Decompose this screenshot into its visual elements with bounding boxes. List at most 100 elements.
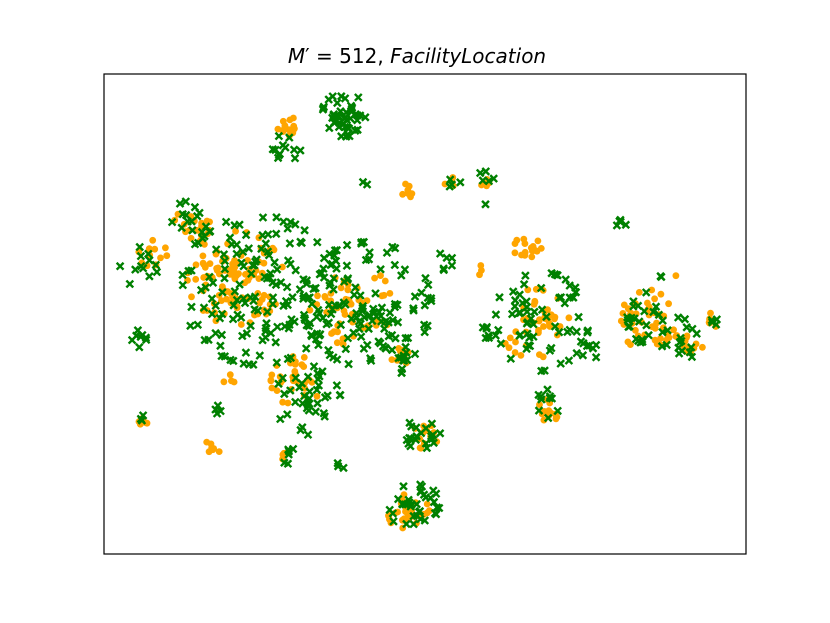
point-circle xyxy=(157,254,164,262)
point-x xyxy=(291,373,300,383)
point-x xyxy=(407,500,416,509)
point-x xyxy=(410,349,420,359)
point-x xyxy=(411,435,421,445)
point-x xyxy=(220,352,230,361)
point-x xyxy=(489,174,498,183)
point-x xyxy=(311,407,320,416)
point-x xyxy=(333,458,342,468)
point-x xyxy=(342,108,351,117)
point-x xyxy=(307,299,317,309)
point-circle xyxy=(270,246,278,254)
point-x xyxy=(319,273,329,282)
point-circle xyxy=(651,295,658,303)
point-x xyxy=(241,348,251,357)
point-x xyxy=(536,283,546,293)
point-x xyxy=(167,217,177,227)
point-x xyxy=(649,307,658,317)
point-circle xyxy=(371,274,378,282)
point-x xyxy=(278,141,288,150)
point-x xyxy=(229,301,238,310)
point-x xyxy=(324,318,334,327)
point-x xyxy=(301,344,311,353)
point-x xyxy=(247,269,256,278)
point-x xyxy=(404,439,413,448)
point-circle xyxy=(518,251,525,259)
point-x xyxy=(201,283,210,292)
point-x xyxy=(688,324,697,334)
point-x xyxy=(237,258,246,268)
point-x xyxy=(136,261,146,271)
point-x xyxy=(298,423,307,432)
point-x xyxy=(115,261,125,271)
point-x xyxy=(276,278,286,287)
point-x xyxy=(394,353,403,363)
point-x xyxy=(303,430,313,439)
point-x xyxy=(199,303,209,312)
plot-frame xyxy=(103,73,747,555)
point-x xyxy=(283,224,292,233)
point-x xyxy=(571,287,581,297)
point-x xyxy=(329,110,339,119)
point-x xyxy=(216,406,225,416)
point-x xyxy=(352,115,362,125)
point-x xyxy=(324,300,334,310)
point-x xyxy=(409,519,418,529)
point-x xyxy=(207,294,217,303)
point-x xyxy=(553,406,562,416)
point-x xyxy=(351,283,360,292)
point-x xyxy=(131,265,140,274)
point-x xyxy=(349,328,358,338)
point-x xyxy=(537,366,546,376)
point-circle xyxy=(653,319,660,327)
point-x xyxy=(178,280,188,290)
point-x xyxy=(273,322,282,332)
point-circle xyxy=(256,299,263,307)
point-x xyxy=(506,354,516,363)
point-x xyxy=(435,429,445,438)
point-x xyxy=(296,237,305,247)
point-x xyxy=(287,315,296,324)
point-x xyxy=(178,270,187,280)
point-x xyxy=(336,320,346,330)
point-circle xyxy=(402,180,409,188)
point-circle xyxy=(530,301,538,308)
point-x xyxy=(137,416,147,425)
point-x xyxy=(352,313,361,322)
point-x xyxy=(494,325,503,335)
point-circle xyxy=(683,334,690,341)
point-x xyxy=(625,322,634,331)
point-circle xyxy=(274,125,282,133)
point-x xyxy=(238,331,247,341)
point-x xyxy=(421,424,431,433)
point-x xyxy=(236,313,246,322)
point-x xyxy=(400,265,410,274)
point-x xyxy=(572,348,581,358)
point-x xyxy=(177,223,186,233)
point-x xyxy=(530,307,539,317)
point-circle xyxy=(423,509,431,517)
point-circle xyxy=(657,290,665,298)
point-x xyxy=(258,335,267,345)
point-circle xyxy=(528,253,536,261)
point-x xyxy=(637,335,647,344)
point-circle xyxy=(199,259,207,267)
point-x xyxy=(274,379,283,389)
point-circle xyxy=(192,275,200,283)
point-x xyxy=(662,340,671,350)
point-x xyxy=(674,349,684,358)
point-x xyxy=(312,329,322,338)
point-x xyxy=(279,217,288,226)
point-x xyxy=(141,333,151,342)
point-x xyxy=(663,326,672,335)
point-circle xyxy=(201,240,208,248)
point-x xyxy=(478,323,488,332)
point-x xyxy=(295,285,305,294)
point-x xyxy=(178,209,187,219)
point-x xyxy=(516,330,525,340)
point-x xyxy=(389,517,398,526)
point-x xyxy=(339,277,349,286)
point-circle xyxy=(273,387,281,394)
point-x xyxy=(309,284,318,294)
point-circle xyxy=(517,352,525,359)
